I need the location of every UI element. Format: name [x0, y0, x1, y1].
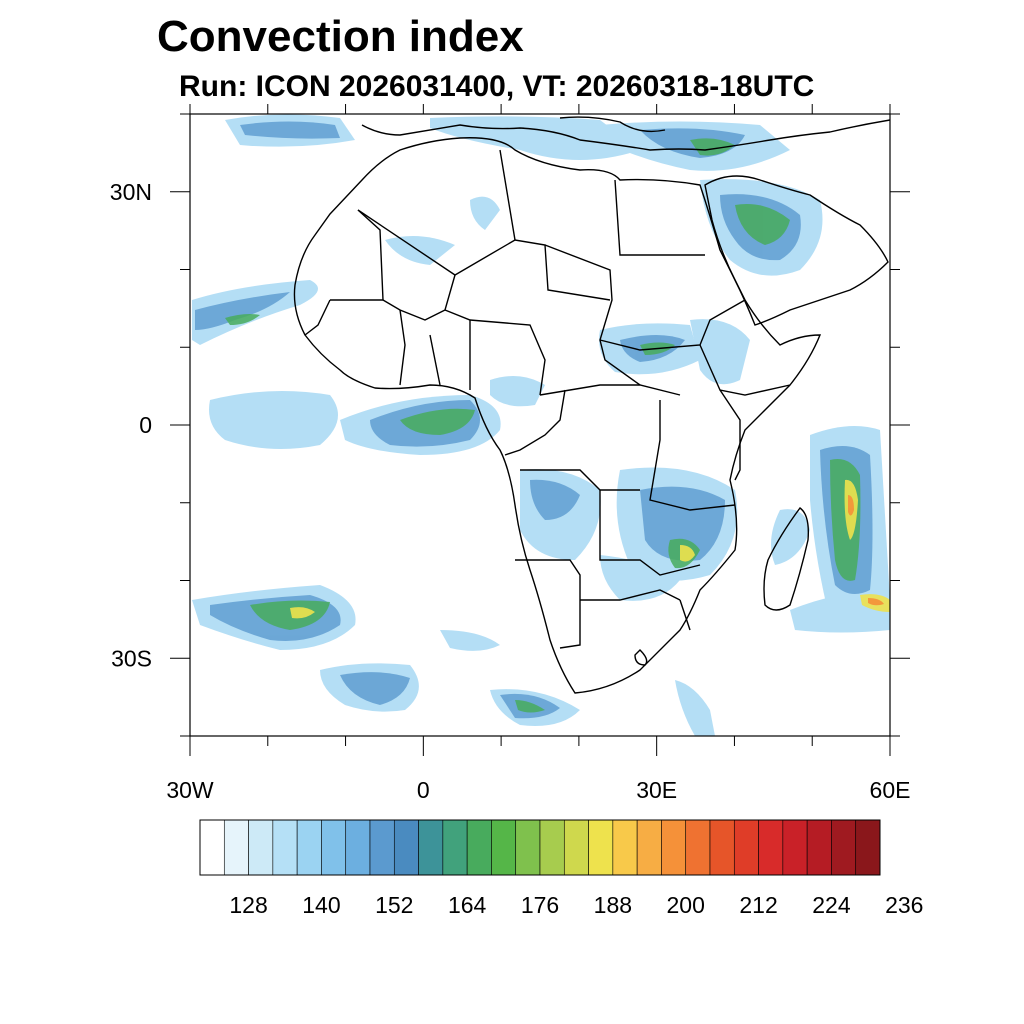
colorbar: [199, 819, 881, 876]
colorbar-label: 152: [375, 892, 413, 918]
colorbar-swatch: [539, 819, 565, 876]
colorbar-swatch: [223, 819, 249, 876]
colorbar-label: 224: [812, 892, 851, 918]
map-title: Convection index: [157, 12, 524, 61]
map-subtitle: Run: ICON 2026031400, VT: 20260318-18UTC: [179, 70, 815, 103]
lat-tick-label: 30N: [110, 179, 152, 205]
colorbar-swatch: [588, 819, 614, 876]
coastlines-borders: [293, 116, 890, 694]
colorbar-swatch: [515, 819, 541, 876]
colorbar-swatch: [636, 819, 662, 876]
lon-tick-label: 60E: [870, 777, 911, 803]
colorbar-label: 140: [302, 892, 340, 918]
lon-tick-label: 30W: [166, 777, 214, 803]
colorbar-label: 128: [229, 892, 267, 918]
colorbar-label: 188: [594, 892, 632, 918]
colorbar-swatch: [782, 819, 808, 876]
colorbar-swatch: [758, 819, 784, 876]
colorbar-label: 212: [739, 892, 777, 918]
colorbar-label: 176: [521, 892, 559, 918]
convection-field: [192, 114, 890, 736]
colorbar-swatch: [369, 819, 395, 876]
colorbar-frame: [199, 819, 881, 876]
colorbar-swatch: [563, 819, 589, 876]
colorbar-swatch: [855, 819, 881, 876]
map-axes: 30N 0 30S 30W 0 30E 60E: [110, 104, 911, 803]
colorbar-swatch: [248, 819, 274, 876]
colorbar-swatch: [491, 819, 517, 876]
lon-tick-label: 30E: [636, 777, 677, 803]
colorbar-swatch: [199, 819, 225, 876]
lat-tick-label: 30S: [111, 645, 152, 671]
colorbar-swatch: [345, 819, 371, 876]
colorbar-labels: 128 140 152 164 176 188 200 212 224 236: [229, 892, 923, 918]
colorbar-swatch: [296, 819, 322, 876]
colorbar-swatch: [685, 819, 711, 876]
colorbar-swatch: [806, 819, 832, 876]
colorbar-swatch: [831, 819, 857, 876]
colorbar-swatch: [418, 819, 444, 876]
colorbar-label: 200: [667, 892, 705, 918]
colorbar-swatch: [709, 819, 735, 876]
lon-tick-label: 0: [417, 777, 430, 803]
colorbar-swatch: [442, 819, 468, 876]
colorbar-swatch: [612, 819, 638, 876]
colorbar-swatch: [272, 819, 298, 876]
colorbar-swatch: [466, 819, 492, 876]
colorbar-swatch: [661, 819, 687, 876]
lat-tick-label: 0: [139, 412, 152, 438]
colorbar-swatch: [393, 819, 419, 876]
colorbar-swatch: [321, 819, 347, 876]
colorbar-label: 236: [885, 892, 923, 918]
colorbar-swatch: [733, 819, 759, 876]
colorbar-label: 164: [448, 892, 487, 918]
